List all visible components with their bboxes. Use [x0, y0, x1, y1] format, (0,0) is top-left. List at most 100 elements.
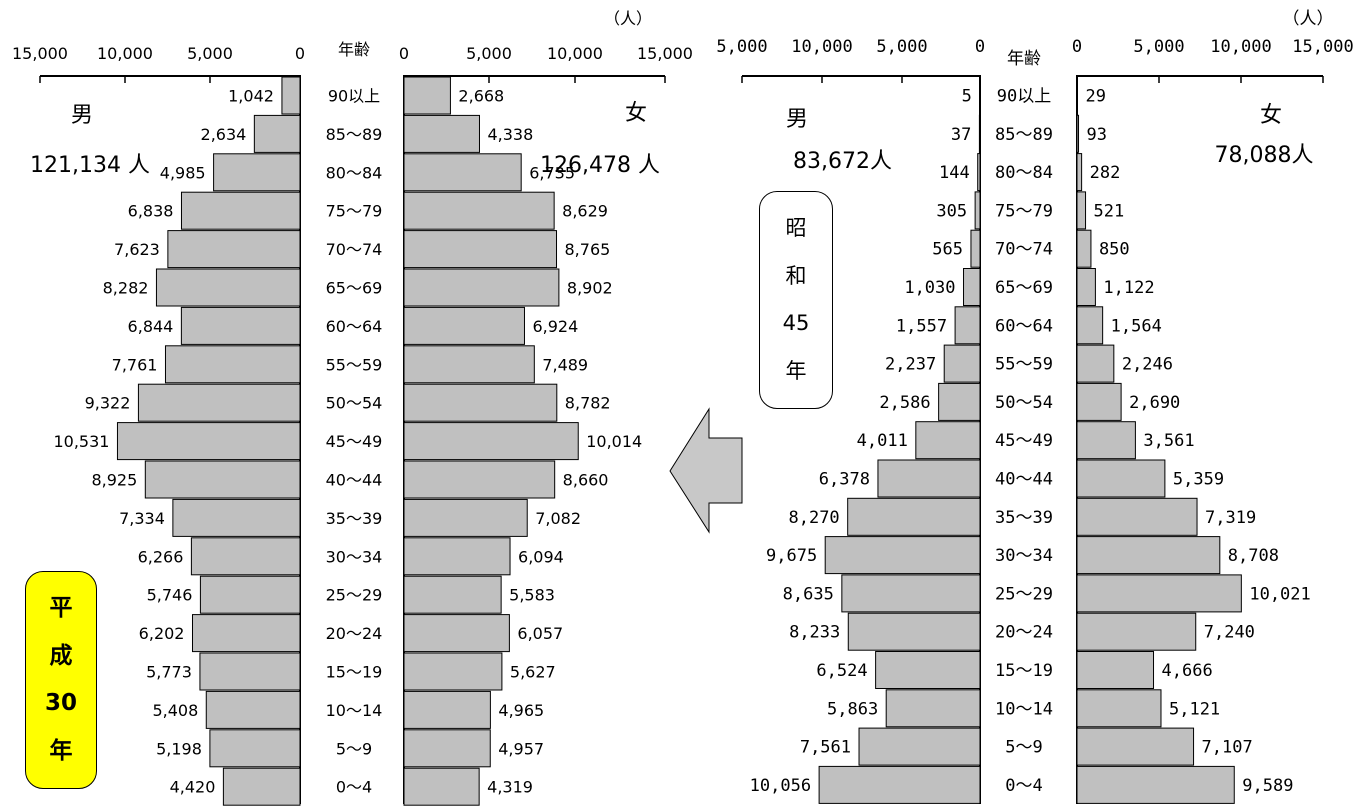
x-tick-label: 15,000 [1292, 37, 1353, 57]
male-value-label: 8,635 [783, 584, 834, 604]
age-group-label: 60～64 [326, 317, 383, 336]
female-value-label: 10,021 [1249, 584, 1310, 604]
female-value-label: 29 [1085, 87, 1105, 107]
male-bar [978, 114, 981, 153]
male-total: 83,672人 [793, 149, 892, 174]
x-tick-label: 5,000 [187, 44, 233, 63]
female-value-label: 5,583 [509, 586, 555, 605]
female-bar [403, 729, 491, 768]
female-bar [403, 575, 502, 614]
female-value-label: 10,014 [586, 432, 642, 451]
female-bar [1076, 306, 1104, 345]
female-value-label: 282 [1090, 163, 1121, 183]
female-value-label: 93 [1087, 125, 1107, 145]
male-value-label: 4,985 [160, 163, 206, 182]
female-bar [1076, 459, 1166, 498]
female-bar [1076, 536, 1221, 575]
male-value-label: 10,531 [53, 432, 109, 451]
female-value-label: 8,708 [1228, 546, 1279, 566]
male-bar [875, 651, 981, 689]
age-group-label: 80～84 [995, 163, 1053, 183]
x-tick-label: 15,000 [12, 44, 68, 63]
female-bar [1076, 382, 1122, 421]
female-bar [1076, 114, 1080, 153]
female-value-label: 5,627 [510, 663, 556, 682]
female-value-label: 2,246 [1122, 355, 1173, 375]
female-bar [1076, 229, 1092, 268]
male-value-label: 10,056 [750, 776, 811, 796]
female-value-label: 8,629 [562, 202, 608, 221]
male-value-label: 8,925 [91, 471, 137, 490]
unit-label: （人） [604, 9, 652, 28]
male-bar [199, 575, 301, 614]
female-bar [1076, 651, 1155, 689]
age-group-label: 75～79 [326, 202, 383, 221]
female-bar [1076, 76, 1078, 115]
badge-char: 年 [785, 358, 807, 383]
male-value-label: 6,844 [128, 317, 174, 336]
male-bar [915, 421, 981, 460]
male-bar [979, 76, 981, 115]
male-bar [172, 498, 301, 537]
female-value-label: 2,690 [1129, 393, 1180, 413]
age-group-label: 85～89 [995, 125, 1053, 145]
female-value-label: 7,240 [1204, 623, 1255, 643]
male-value-label: 9,322 [85, 394, 131, 413]
age-header: 年齢 [1007, 49, 1041, 69]
male-value-label: 305 [936, 201, 967, 221]
x-tick-label: 5,000 [876, 37, 927, 57]
pyramid-h30: （人） 年齢 15,000 10,000 5,000 0 0 5,000 10,000 15,00… [12, 9, 693, 806]
male-bar [213, 153, 301, 192]
female-value-label: 6,094 [518, 547, 564, 566]
female-bar [403, 383, 558, 422]
male-bar [180, 191, 301, 230]
male-value-label: 2,634 [201, 125, 247, 144]
age-group-label: 40～44 [995, 470, 1053, 490]
female-bar [1076, 344, 1115, 383]
female-bar [403, 422, 579, 461]
male-bar [209, 729, 301, 768]
age-group-label: 10～14 [995, 699, 1053, 719]
female-value-label: 5,359 [1173, 470, 1224, 490]
female-bar [1076, 268, 1096, 306]
male-bar [954, 306, 981, 345]
badge-char: 45 [782, 311, 810, 336]
age-group-label: 45～49 [326, 432, 383, 451]
badge-char: 平 [49, 594, 73, 621]
age-group-label: 75～79 [995, 201, 1053, 221]
age-group-label: 25～29 [326, 586, 383, 605]
arrow-icon [669, 407, 743, 534]
female-value-label: 4,965 [498, 701, 544, 720]
male-bar [824, 536, 981, 575]
female-value-label: 521 [1094, 201, 1125, 221]
age-group-label: 15～19 [995, 661, 1053, 681]
male-value-label: 8,282 [103, 279, 149, 298]
age-group-label: 90以上 [997, 87, 1051, 107]
male-bar [974, 191, 981, 230]
female-value-label: 1,122 [1103, 278, 1154, 298]
male-value-label: 5,408 [152, 701, 198, 720]
female-value-label: 2,668 [458, 87, 504, 106]
female-value-label: 1,564 [1111, 316, 1162, 336]
male-value-label: 1,030 [904, 278, 955, 298]
female-value-label: 9,589 [1242, 776, 1293, 796]
badge-char: 昭 [785, 216, 807, 241]
age-group-label: 0～4 [1005, 776, 1042, 796]
age-group-label: 30～34 [326, 547, 383, 566]
age-group-label: 85～89 [326, 125, 383, 144]
male-bar [281, 76, 301, 115]
male-value-label: 7,334 [119, 509, 165, 528]
age-group-label: 65～69 [995, 278, 1053, 298]
badge-char: 年 [49, 738, 73, 765]
female-value-label: 7,082 [535, 509, 581, 528]
male-value-label: 6,524 [816, 661, 867, 681]
male-value-label: 8,270 [788, 508, 839, 528]
male-value-label: 565 [932, 240, 963, 260]
male-value-label: 6,266 [138, 547, 184, 566]
female-bar [403, 153, 522, 192]
female-bar [403, 76, 451, 115]
female-bar [1076, 574, 1242, 613]
badge-heisei-30: 平 成 30 年 [25, 571, 97, 789]
age-group-label: 40～44 [326, 471, 383, 490]
male-value-label: 4,420 [170, 778, 216, 797]
